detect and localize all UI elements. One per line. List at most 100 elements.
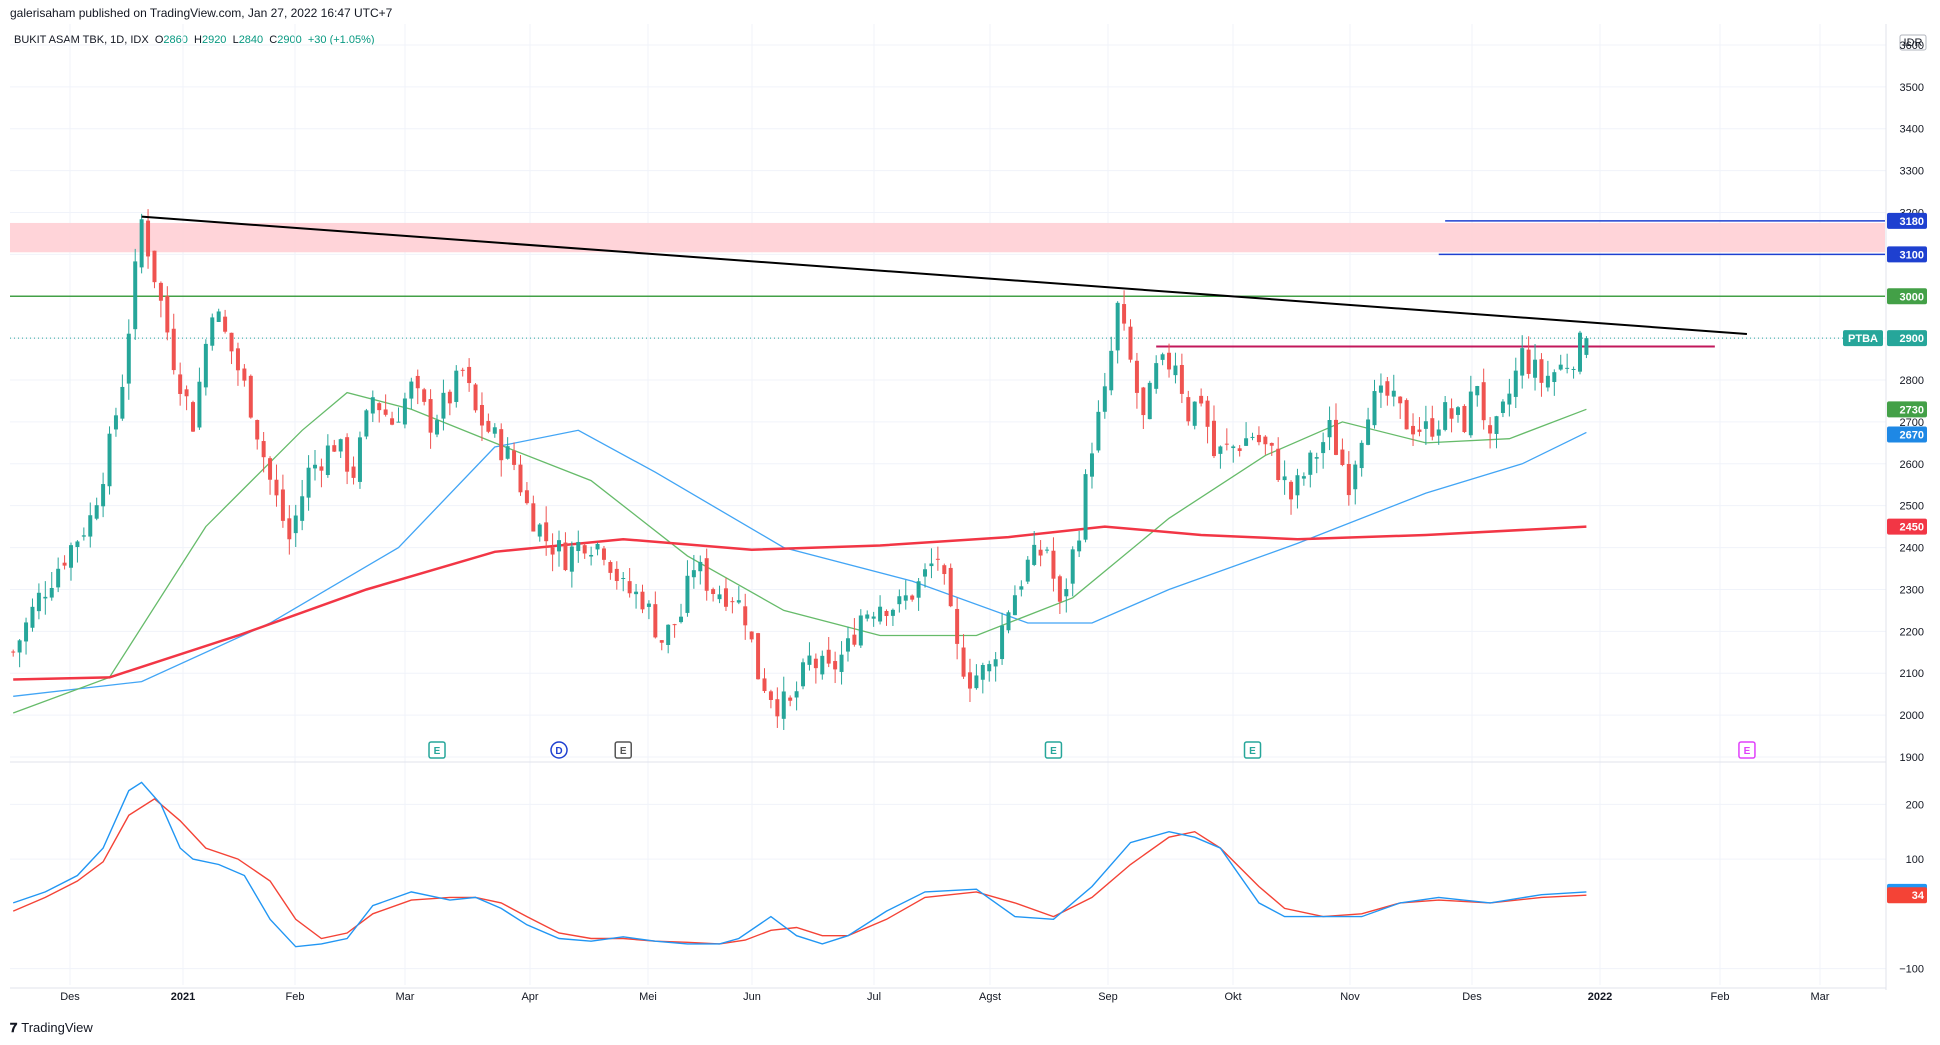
candle-body [666, 624, 671, 645]
candle-body [531, 503, 536, 532]
candle-body [126, 333, 131, 384]
oscillator-main-line [12, 781, 1587, 948]
price-badge-text: 2900 [1900, 333, 1924, 345]
candle-body [916, 581, 921, 598]
event-marker[interactable]: D [550, 741, 568, 759]
event-marker-shape [550, 741, 568, 759]
candle-body [563, 542, 568, 571]
candle-body [1430, 418, 1435, 437]
candle-body [293, 515, 298, 534]
candle-body [550, 547, 555, 555]
candle-body [884, 610, 889, 617]
candle-body [1070, 549, 1075, 584]
open-value: 2860 [163, 34, 188, 46]
candle-body [1308, 452, 1313, 475]
event-marker[interactable]: E [1738, 741, 1756, 759]
trend-line [141, 215, 1748, 335]
time-tick-label: Sep [1098, 991, 1118, 1003]
candle-body [807, 655, 812, 665]
candle-body [1102, 386, 1107, 412]
candle-body [1199, 395, 1204, 404]
candle-body [107, 433, 112, 487]
candle-body [1006, 612, 1011, 631]
event-marker[interactable]: E [1044, 741, 1063, 759]
candle-body [1019, 586, 1024, 590]
time-tick-label: Des [1462, 991, 1482, 1003]
candle-body [357, 437, 362, 482]
candle-body [1192, 401, 1197, 426]
tradingview-logo[interactable]: 𝟕 TradingView [10, 1020, 93, 1036]
candle-body [589, 554, 594, 557]
candle-body [1141, 387, 1146, 416]
candle-body [723, 588, 728, 607]
candle-body [987, 664, 992, 672]
low-value: 2840 [238, 34, 264, 46]
candle-body [306, 467, 311, 498]
candle-body [845, 638, 850, 652]
price-badge-text: 2730 [1900, 404, 1924, 416]
price-tick-label: 2400 [1900, 543, 1924, 555]
price-badge-text: 3180 [1900, 216, 1924, 228]
candle-body [736, 600, 741, 603]
candle-body [544, 522, 549, 542]
candle-body [1578, 332, 1582, 372]
time-tick-label: Jun [743, 991, 761, 1003]
candle-body [1057, 576, 1062, 602]
candle-body [698, 561, 703, 572]
price-badge-text: 2450 [1900, 522, 1924, 534]
candle-body [171, 328, 176, 371]
candle-body [479, 404, 484, 426]
candle-body [261, 441, 266, 458]
price-tick-label: 3400 [1900, 124, 1924, 136]
price-badge: 2730 [1887, 401, 1927, 418]
candle-body [1186, 397, 1191, 422]
close-label: C [269, 34, 278, 46]
moving-averages [12, 391, 1587, 714]
candle-body [839, 654, 844, 672]
event-marker[interactable]: E [428, 741, 446, 759]
candle-body [338, 439, 343, 452]
candle-body [402, 398, 407, 425]
time-tick-label: Mar [396, 991, 415, 1003]
candle-body [1205, 400, 1210, 427]
candle-body [756, 633, 761, 680]
candle-body [1244, 438, 1249, 446]
price-badge-bg [1887, 401, 1927, 418]
oscillator-pane [10, 761, 1886, 948]
candle-body [1340, 449, 1345, 465]
event-marker[interactable]: E [1243, 741, 1262, 759]
price-badge-text: 3100 [1900, 249, 1924, 261]
candle-body [1089, 453, 1094, 477]
candle-body [1237, 448, 1242, 451]
time-tick-label: 2022 [1588, 991, 1612, 1003]
candle-body [762, 678, 767, 692]
candle-body [1025, 559, 1030, 582]
candle-body [146, 220, 151, 257]
candle-body [993, 659, 998, 667]
high-value: 2920 [201, 34, 227, 46]
candle-body [621, 578, 626, 580]
candle-body [730, 601, 735, 603]
candle-body [1263, 436, 1268, 445]
candle-body [274, 479, 279, 496]
candle-body [300, 496, 305, 521]
event-marker[interactable]: E [614, 741, 632, 759]
candle-body [17, 640, 22, 653]
candle-body [152, 250, 157, 283]
candle-body [685, 575, 690, 613]
candle-body [229, 332, 234, 352]
candle-body [1507, 393, 1512, 405]
candle-body [897, 596, 902, 605]
event-marker-shape [1243, 741, 1262, 759]
event-marker-label: E [1744, 746, 1751, 757]
candle-body [415, 375, 420, 389]
candle-body [1475, 386, 1480, 396]
osc-tick-label: 200 [1906, 799, 1924, 811]
event-marker-label: E [1249, 746, 1256, 757]
candle-body [1526, 349, 1531, 374]
candle-body [1109, 350, 1114, 391]
candle-body [1038, 549, 1043, 556]
candle-body [1443, 402, 1448, 430]
